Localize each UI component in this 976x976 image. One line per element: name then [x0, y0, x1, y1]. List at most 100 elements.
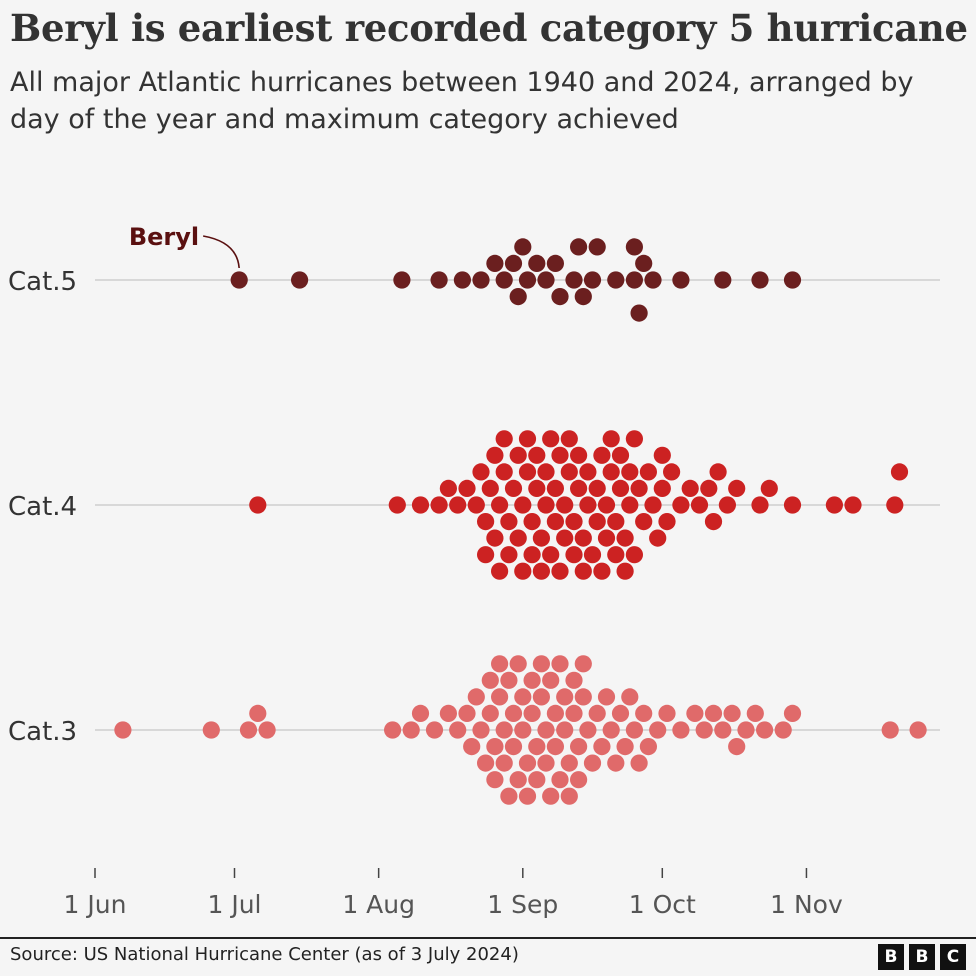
hurricane-dot: [258, 721, 276, 739]
hurricane-dot: [518, 430, 537, 448]
hurricane-dot: [644, 496, 662, 514]
hurricane-dot: [560, 754, 578, 772]
beeswarm-chart: Cat.5 Cat.4 Cat.3 1 Jun 1 Jul 1 Aug 1 Sep 1 Oct…: [8, 223, 940, 919]
hurricane-dot: [384, 721, 402, 739]
hurricane-dot: [672, 721, 690, 739]
hurricane-dot: [672, 271, 690, 289]
hurricane-dot: [411, 704, 430, 723]
hurricane-dot: [574, 655, 592, 673]
hurricane-dot: [500, 787, 518, 805]
hurricane-dot: [453, 271, 471, 289]
hurricane-dot: [472, 463, 490, 481]
logo-letter: B: [878, 944, 904, 970]
hurricane-dot: [551, 655, 569, 673]
hurricane-dot: [570, 738, 588, 756]
hurricane-dot: [751, 496, 769, 514]
hurricane-dot: [546, 254, 565, 272]
hurricane-dot: [890, 463, 909, 481]
hurricane-dot: [528, 771, 546, 789]
hurricane-dot: [783, 704, 802, 723]
hurricane-dot: [737, 721, 755, 739]
hurricane-dot: [500, 546, 518, 564]
hurricane-dot: [472, 271, 490, 289]
hurricane-dot: [607, 754, 625, 772]
hurricane-dot: [625, 238, 644, 256]
hurricane-dot: [430, 496, 448, 514]
hurricane-dot: [537, 754, 555, 772]
hurricane-dot: [528, 738, 546, 756]
category-label: Cat.4: [8, 492, 77, 522]
hurricane-dot: [565, 513, 583, 531]
hurricane-dot: [546, 479, 565, 497]
hurricane-dot: [597, 529, 616, 547]
hurricane-dot: [644, 271, 662, 289]
hurricane-dot: [500, 671, 518, 689]
hurricane-dot: [783, 271, 802, 289]
hurricane-dot: [593, 562, 611, 580]
hurricane-dot: [518, 463, 537, 481]
hurricane-dot: [663, 463, 681, 481]
hurricane-dot: [537, 463, 555, 481]
hurricane-dot: [509, 771, 527, 789]
hurricane-dot: [202, 721, 220, 739]
hurricane-dot: [430, 271, 448, 289]
hurricane-dot: [532, 655, 551, 673]
hurricane-dot: [774, 721, 792, 739]
hurricane-dot: [486, 771, 504, 789]
hurricane-dot: [616, 562, 634, 580]
hurricane-dot: [639, 738, 658, 756]
logo-letter: B: [909, 944, 935, 970]
hurricane-dot: [625, 430, 644, 448]
hurricane-dot: [607, 546, 625, 564]
hurricane-dot: [523, 513, 541, 531]
hurricane-dot: [574, 688, 592, 706]
hurricane-dot: [467, 688, 485, 706]
hurricane-dot: [491, 688, 509, 706]
hurricane-dot: [728, 479, 746, 497]
logo-letter: C: [940, 944, 966, 970]
hurricane-dot: [709, 463, 727, 481]
hurricane-dot: [537, 721, 555, 739]
hurricane-dot: [532, 529, 551, 547]
hurricane-dot: [402, 721, 420, 739]
hurricane-dot: [388, 496, 406, 514]
hurricane-dot: [570, 238, 588, 256]
hurricane-dot: [583, 546, 602, 564]
hurricane-dot: [579, 496, 597, 514]
hurricane-dot: [625, 721, 644, 739]
hurricane-dot: [579, 721, 597, 739]
hurricane-dot: [239, 721, 258, 739]
hurricane-dot: [672, 496, 690, 514]
hurricane-dot: [616, 529, 634, 547]
hurricane-dot: [504, 704, 523, 723]
hurricane-dot: [746, 704, 764, 723]
hurricane-dot: [602, 430, 620, 448]
hurricane-dot: [597, 496, 616, 514]
hurricane-dot: [491, 496, 509, 514]
hurricane-dot: [704, 704, 723, 723]
hurricane-dot: [658, 704, 676, 723]
hurricane-dot: [728, 738, 746, 756]
hurricane-dot: [565, 671, 583, 689]
hurricane-dot: [542, 671, 560, 689]
hurricane-dot: [230, 271, 248, 289]
hurricane-dot: [695, 721, 713, 739]
hurricane-dot: [639, 463, 658, 481]
hurricane-dot: [621, 496, 639, 514]
x-tick-label: 1 Jun: [64, 890, 127, 919]
hurricane-dot: [495, 271, 513, 289]
hurricane-dot: [449, 496, 467, 514]
hurricane-dot: [495, 430, 513, 448]
hurricane-dot: [607, 513, 625, 531]
hurricane-dot: [486, 446, 504, 464]
hurricane-dot: [556, 529, 574, 547]
hurricane-dot: [491, 655, 509, 673]
hurricane-dot: [658, 513, 676, 531]
hurricane-dot: [621, 688, 639, 706]
hurricane-dot: [518, 271, 537, 289]
hurricane-dot: [579, 463, 597, 481]
hurricane-dot: [514, 688, 532, 706]
hurricane-dot: [653, 446, 671, 464]
hurricane-dot: [523, 546, 541, 564]
hurricane-dot: [825, 496, 844, 514]
